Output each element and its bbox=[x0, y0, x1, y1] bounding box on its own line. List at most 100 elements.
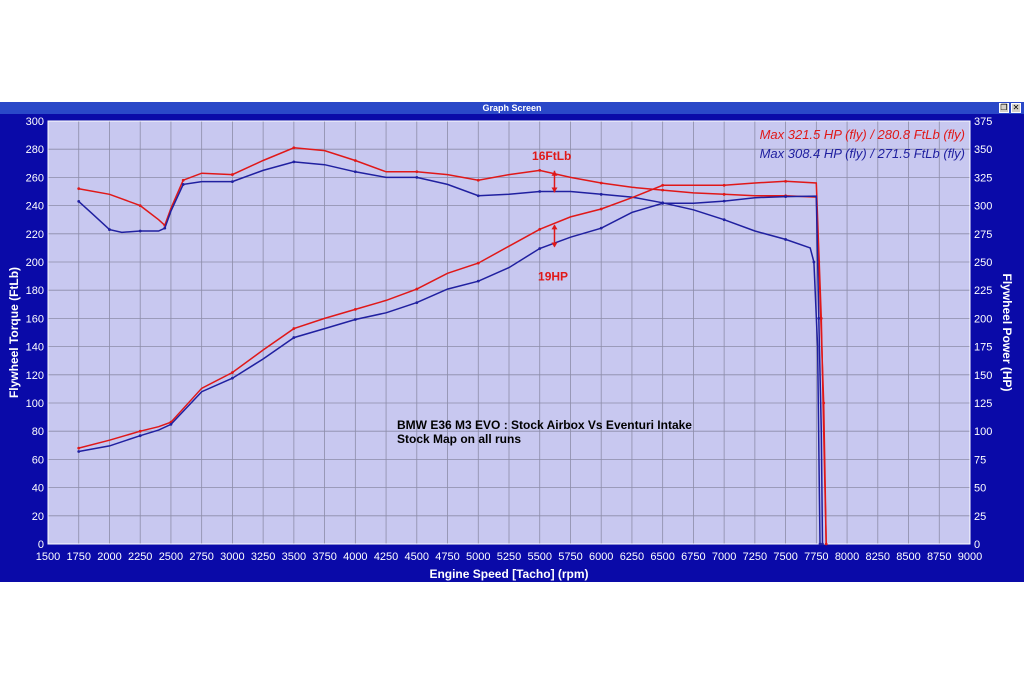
data-point bbox=[108, 228, 111, 231]
data-point bbox=[77, 187, 81, 191]
x-tick-label: 5250 bbox=[497, 551, 521, 563]
data-point bbox=[817, 317, 821, 320]
data-point bbox=[476, 279, 480, 283]
x-tick-label: 3500 bbox=[282, 551, 306, 563]
legend-entry-blue: Max 308.4 HP (fly) / 271.5 FtLb (fly) bbox=[760, 146, 965, 161]
left-tick-label: 260 bbox=[26, 172, 44, 184]
annotation-16ftlb: 16FtLb bbox=[532, 149, 571, 163]
left-tick-label: 300 bbox=[26, 116, 44, 128]
chart-subtitle: Stock Map on all runs bbox=[397, 432, 521, 446]
x-tick-label: 2000 bbox=[97, 551, 121, 563]
x-tick-label: 4500 bbox=[405, 551, 429, 563]
x-tick-label: 8250 bbox=[866, 551, 890, 563]
data-point bbox=[784, 195, 787, 198]
x-tick-label: 2750 bbox=[189, 551, 213, 563]
data-point bbox=[538, 168, 542, 172]
left-tick-label: 180 bbox=[26, 285, 44, 297]
arrow-head bbox=[551, 187, 558, 193]
left-tick-label: 80 bbox=[32, 426, 44, 438]
data-point bbox=[231, 376, 234, 380]
plot-border bbox=[47, 120, 971, 545]
left-tick-label: 40 bbox=[32, 483, 44, 495]
data-point bbox=[415, 287, 419, 291]
right-tick-label: 200 bbox=[974, 313, 992, 325]
right-tick-label: 50 bbox=[974, 483, 986, 495]
right-tick-label: 350 bbox=[974, 144, 992, 156]
data-point bbox=[599, 181, 603, 185]
data-point bbox=[812, 260, 816, 264]
x-tick-label: 4750 bbox=[435, 551, 459, 563]
left-tick-label: 220 bbox=[26, 229, 44, 241]
x-tick-label: 1500 bbox=[36, 551, 60, 563]
left-tick-label: 140 bbox=[26, 342, 44, 354]
data-point bbox=[538, 190, 542, 193]
x-tick-label: 1750 bbox=[66, 551, 90, 563]
x-tick-label: 2500 bbox=[159, 551, 183, 563]
data-point bbox=[138, 229, 142, 233]
data-point bbox=[231, 173, 234, 176]
x-tick-label: 7500 bbox=[773, 551, 797, 563]
data-point bbox=[138, 204, 142, 208]
data-point bbox=[138, 429, 142, 433]
left-tick-label: 120 bbox=[26, 370, 44, 382]
right-tick-label: 100 bbox=[974, 426, 992, 438]
data-point bbox=[353, 159, 357, 162]
series-red-torque-line bbox=[78, 147, 827, 545]
data-point bbox=[599, 192, 603, 196]
left-tick-label: 60 bbox=[32, 454, 44, 466]
arrow-head bbox=[551, 242, 558, 248]
data-point bbox=[292, 160, 296, 164]
data-point bbox=[821, 542, 824, 546]
data-point bbox=[818, 542, 822, 546]
data-point bbox=[538, 227, 542, 231]
right-tick-label: 0 bbox=[974, 539, 980, 551]
data-point bbox=[722, 199, 726, 203]
arrow-head bbox=[551, 224, 558, 230]
data-point bbox=[292, 327, 296, 330]
left-tick-label: 200 bbox=[26, 257, 44, 269]
x-tick-label: 5000 bbox=[466, 551, 490, 563]
x-tick-label: 4000 bbox=[343, 551, 367, 563]
data-point bbox=[415, 170, 419, 174]
data-point bbox=[169, 423, 173, 426]
data-point bbox=[77, 446, 81, 450]
left-tick-label: 20 bbox=[32, 511, 44, 523]
right-tick-label: 225 bbox=[974, 285, 992, 297]
x-tick-label: 2250 bbox=[128, 551, 152, 563]
right-tick-label: 375 bbox=[974, 116, 992, 128]
restore-button[interactable]: ❐ bbox=[999, 103, 1009, 113]
data-point bbox=[77, 199, 81, 203]
data-point bbox=[138, 434, 142, 438]
data-point bbox=[415, 301, 419, 305]
right-tick-label: 25 bbox=[974, 511, 986, 523]
x-tick-label: 6500 bbox=[650, 551, 674, 563]
x-tick-label: 6250 bbox=[620, 551, 644, 563]
data-point bbox=[538, 247, 542, 250]
x-tick-label: 4250 bbox=[374, 551, 398, 563]
data-point bbox=[181, 183, 185, 186]
data-point bbox=[661, 201, 665, 205]
right-axis-ticks: 0 25 50 75 100 125 150 175 200 225 250 275 300 325 350… bbox=[974, 116, 992, 551]
data-point bbox=[476, 194, 480, 198]
right-tick-label: 275 bbox=[974, 229, 992, 241]
data-point bbox=[181, 178, 185, 182]
data-point bbox=[722, 192, 726, 196]
annotations: 16FtLb 19HP bbox=[532, 149, 571, 284]
x-tick-label: 6000 bbox=[589, 551, 613, 563]
data-point bbox=[77, 450, 81, 453]
series-lines bbox=[77, 146, 828, 546]
x-tick-label: 7250 bbox=[743, 551, 767, 563]
close-button[interactable]: ✕ bbox=[1011, 103, 1021, 113]
chart-title: BMW E36 M3 EVO : Stock Airbox Vs Eventur… bbox=[397, 418, 692, 432]
data-point bbox=[784, 179, 787, 183]
x-tick-label: 6750 bbox=[681, 551, 705, 563]
data-point bbox=[415, 176, 419, 179]
x-tick-label: 9000 bbox=[958, 551, 982, 563]
x-tick-label: 8000 bbox=[835, 551, 859, 563]
data-point bbox=[292, 146, 296, 150]
right-tick-label: 300 bbox=[974, 201, 992, 213]
left-axis-label: Flywheel Torque (FtLb) bbox=[7, 267, 21, 398]
data-point bbox=[722, 218, 726, 222]
right-tick-label: 125 bbox=[974, 398, 992, 410]
